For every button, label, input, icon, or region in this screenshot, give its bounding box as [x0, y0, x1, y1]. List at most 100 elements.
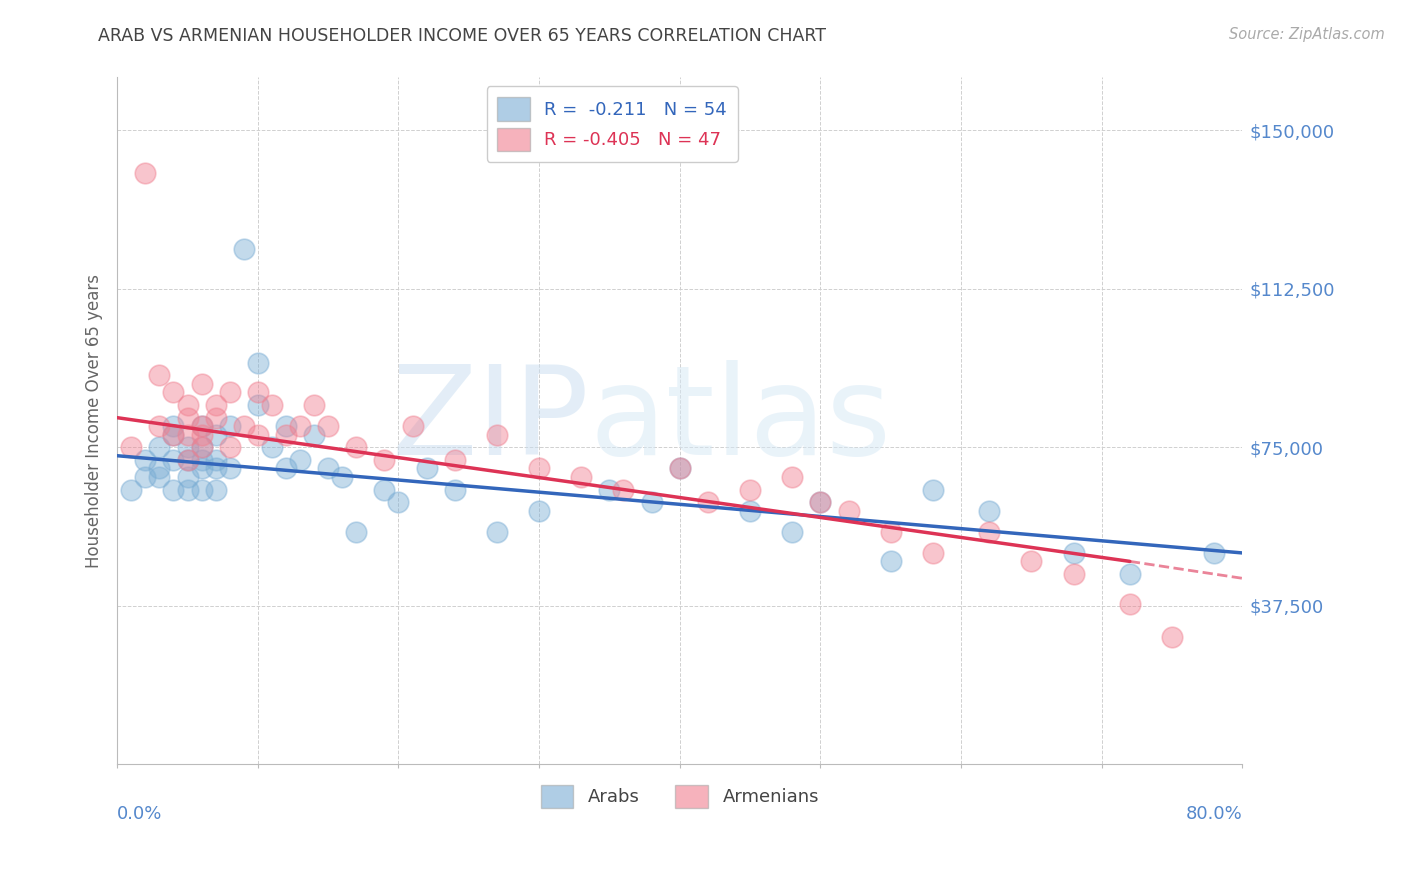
Point	[387, 495, 409, 509]
Point	[148, 461, 170, 475]
Text: Source: ZipAtlas.com: Source: ZipAtlas.com	[1229, 27, 1385, 42]
Point	[204, 410, 226, 425]
Point	[612, 483, 634, 497]
Point	[1119, 567, 1142, 582]
Point	[148, 440, 170, 454]
Point	[485, 427, 508, 442]
Point	[162, 427, 184, 442]
Point	[979, 504, 1001, 518]
Point	[204, 398, 226, 412]
Point	[134, 470, 156, 484]
Point	[780, 470, 803, 484]
Point	[190, 419, 212, 434]
Point	[232, 419, 254, 434]
Point	[218, 419, 240, 434]
Point	[204, 483, 226, 497]
Point	[246, 385, 269, 400]
Point	[204, 427, 226, 442]
Point	[1021, 554, 1043, 568]
Point	[302, 398, 325, 412]
Point	[190, 453, 212, 467]
Point	[979, 524, 1001, 539]
Text: 80.0%: 80.0%	[1185, 805, 1243, 823]
Point	[288, 419, 311, 434]
Text: ZIP: ZIP	[392, 360, 589, 482]
Point	[527, 461, 550, 475]
Point	[190, 461, 212, 475]
Point	[148, 419, 170, 434]
Point	[780, 524, 803, 539]
Point	[569, 470, 592, 484]
Point	[640, 495, 662, 509]
Text: 0.0%: 0.0%	[117, 805, 163, 823]
Point	[880, 554, 903, 568]
Point	[344, 524, 367, 539]
Point	[443, 483, 465, 497]
Point	[218, 440, 240, 454]
Point	[288, 453, 311, 467]
Point	[274, 461, 297, 475]
Point	[274, 427, 297, 442]
Point	[373, 453, 395, 467]
Point	[838, 504, 860, 518]
Point	[134, 453, 156, 467]
Point	[120, 483, 142, 497]
Point	[808, 495, 831, 509]
Point	[176, 470, 198, 484]
Point	[443, 453, 465, 467]
Point	[1063, 546, 1085, 560]
Point	[162, 453, 184, 467]
Point	[1063, 567, 1085, 582]
Point	[668, 461, 690, 475]
Point	[527, 504, 550, 518]
Point	[134, 165, 156, 179]
Point	[176, 453, 198, 467]
Point	[373, 483, 395, 497]
Point	[176, 453, 198, 467]
Point	[485, 524, 508, 539]
Point	[260, 440, 283, 454]
Point	[190, 427, 212, 442]
Y-axis label: Householder Income Over 65 years: Householder Income Over 65 years	[86, 274, 103, 568]
Point	[176, 398, 198, 412]
Point	[922, 546, 945, 560]
Point	[1204, 546, 1226, 560]
Point	[1161, 631, 1184, 645]
Point	[148, 470, 170, 484]
Point	[190, 440, 212, 454]
Point	[738, 504, 761, 518]
Point	[204, 461, 226, 475]
Point	[344, 440, 367, 454]
Point	[246, 356, 269, 370]
Point	[190, 376, 212, 391]
Point	[880, 524, 903, 539]
Point	[738, 483, 761, 497]
Point	[162, 385, 184, 400]
Point	[401, 419, 423, 434]
Point	[218, 461, 240, 475]
Point	[246, 427, 269, 442]
Point	[120, 440, 142, 454]
Point	[316, 419, 339, 434]
Point	[176, 410, 198, 425]
Point	[162, 419, 184, 434]
Text: ARAB VS ARMENIAN HOUSEHOLDER INCOME OVER 65 YEARS CORRELATION CHART: ARAB VS ARMENIAN HOUSEHOLDER INCOME OVER…	[98, 27, 827, 45]
Point	[598, 483, 620, 497]
Point	[668, 461, 690, 475]
Point	[808, 495, 831, 509]
Point	[176, 427, 198, 442]
Point	[274, 419, 297, 434]
Legend: Arabs, Armenians: Arabs, Armenians	[531, 776, 828, 817]
Point	[162, 427, 184, 442]
Point	[415, 461, 437, 475]
Point	[218, 385, 240, 400]
Point	[190, 440, 212, 454]
Point	[176, 440, 198, 454]
Point	[922, 483, 945, 497]
Point	[190, 483, 212, 497]
Point	[190, 419, 212, 434]
Point	[176, 483, 198, 497]
Text: atlas: atlas	[589, 360, 891, 482]
Point	[148, 368, 170, 383]
Point	[330, 470, 353, 484]
